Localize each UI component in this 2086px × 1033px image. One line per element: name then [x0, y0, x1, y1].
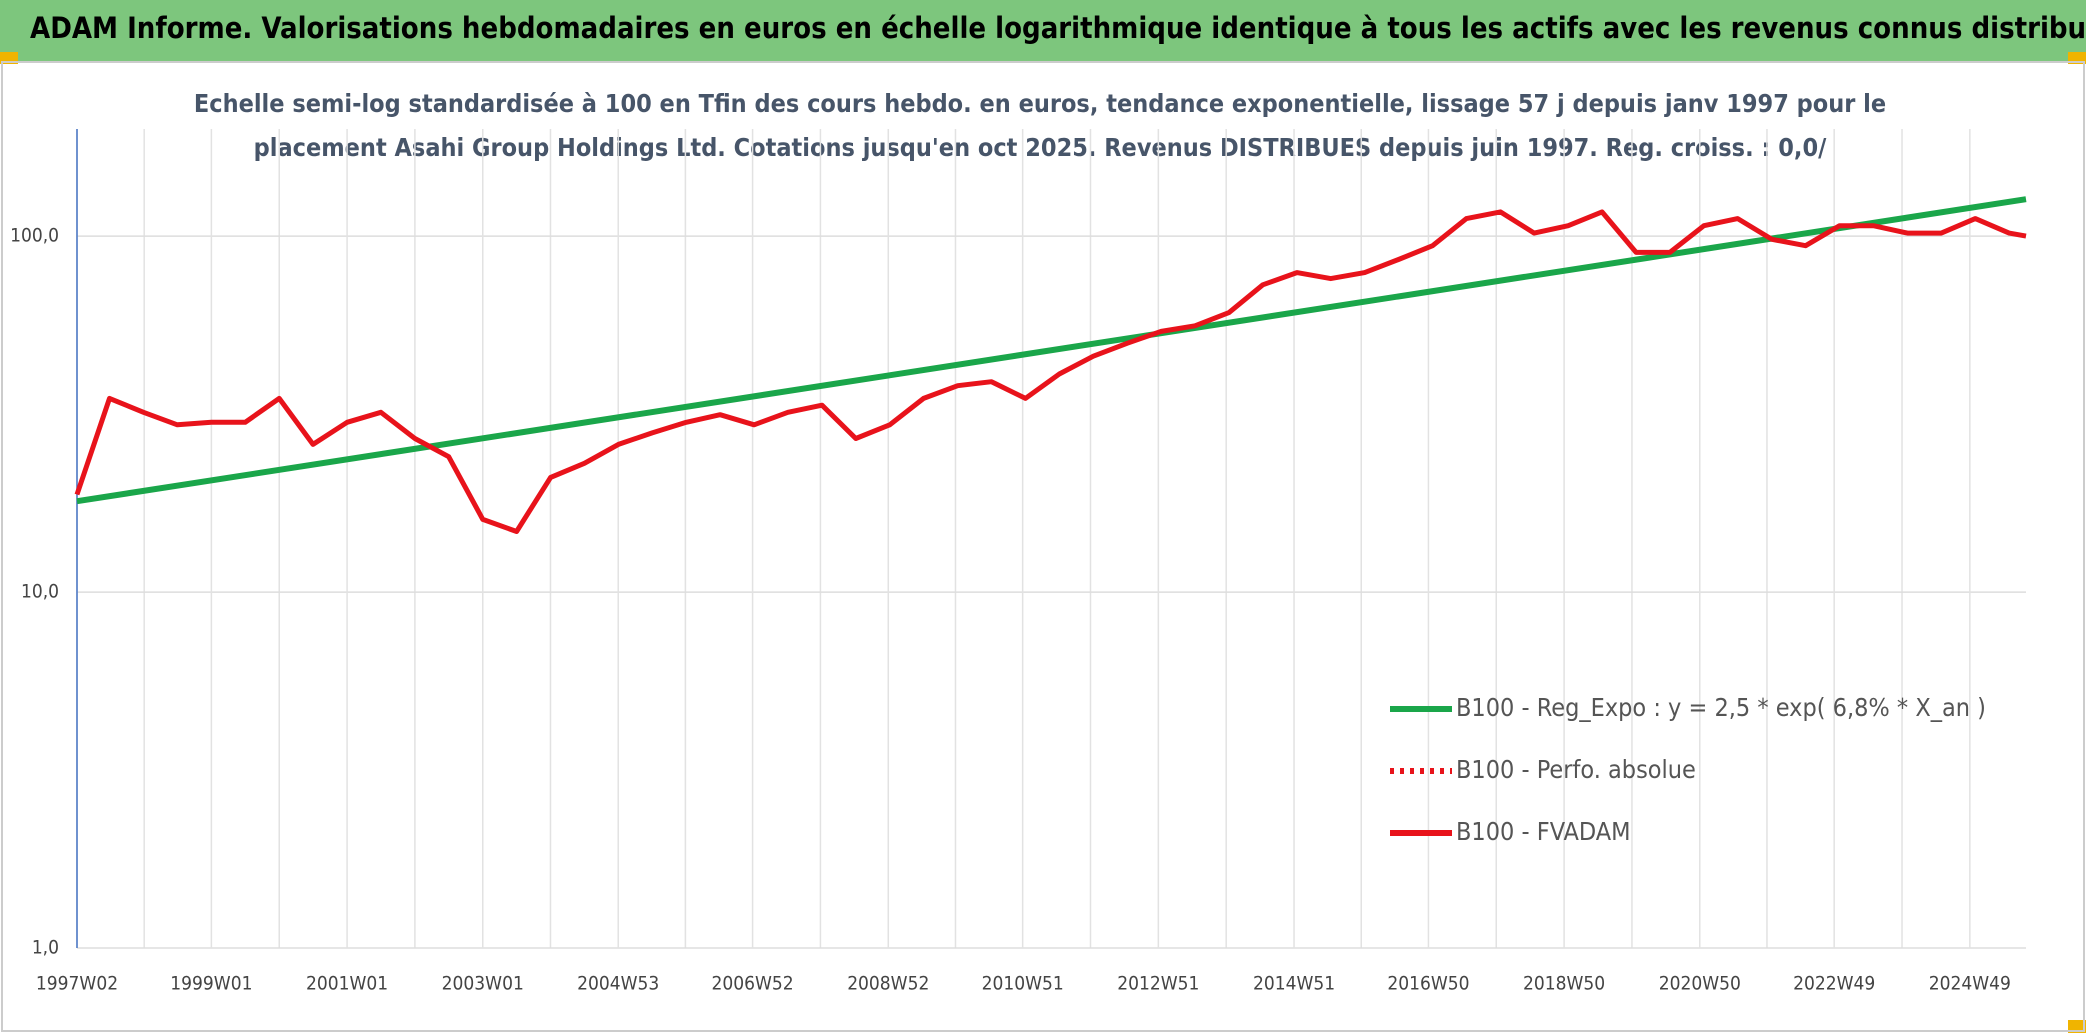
- y-tick-label: 100,0: [10, 225, 59, 247]
- legend-label: B100 - Reg_Expo : y = 2,5 * exp( 6,8% * …: [1456, 693, 1986, 722]
- x-tick-label: 2012W51: [1117, 973, 1199, 995]
- x-tick-label: 2018W50: [1523, 973, 1605, 995]
- series-line: [74, 209, 2027, 534]
- x-tick-label: 2022W49: [1793, 973, 1875, 995]
- x-tick-label: 2006W52: [712, 973, 794, 995]
- x-tick-label: 2016W50: [1387, 973, 1469, 995]
- x-tick-label: 2004W53: [577, 973, 659, 995]
- x-tick-label: 2020W50: [1659, 973, 1741, 995]
- x-tick-label: 2001W01: [306, 973, 388, 995]
- y-tick-label: 1,0: [32, 937, 59, 959]
- x-tick-label: 1999W01: [170, 973, 252, 995]
- legend-label: B100 - Perfo. absolue: [1456, 755, 1696, 784]
- x-tick-label: 2008W52: [847, 973, 929, 995]
- frame: [1, 61, 2085, 1032]
- header-bar: [0, 0, 2086, 62]
- x-tick-label: 2014W51: [1253, 973, 1335, 995]
- subtitle: Echelle semi-log standardisée à 100 en T…: [194, 89, 1886, 118]
- legend-label: B100 - FVADAM: [1456, 817, 1631, 846]
- x-tick-label: 2010W51: [982, 973, 1064, 995]
- corner: [2068, 1020, 2086, 1033]
- series-line: [76, 196, 2027, 505]
- x-tick-label: 2003W01: [442, 973, 524, 995]
- x-tick-label: 2024W49: [1929, 973, 2011, 995]
- y-tick-label: 10,0: [21, 581, 59, 603]
- x-tick-label: 1997W02: [36, 973, 118, 995]
- subtitle: placement Asahi Group Holdings Ltd. Cota…: [254, 133, 1827, 162]
- page-title: ADAM Informe. Valorisations hebdomadaire…: [30, 11, 2086, 45]
